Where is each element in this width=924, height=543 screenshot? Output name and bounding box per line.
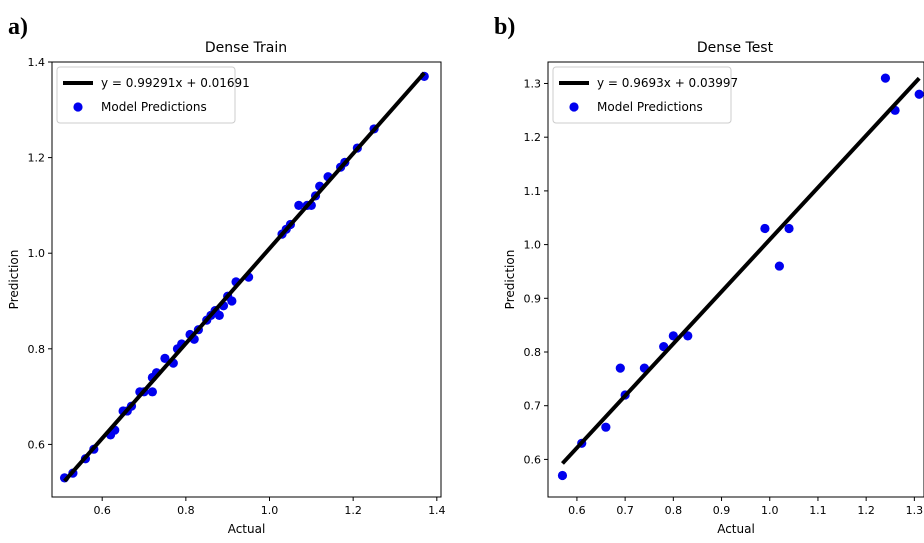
legend-entry-points: Model Predictions — [597, 100, 703, 114]
chart-panel-b: b) Dense Test 0.6 0.7 0.8 0.9 1.0 1.1 1.2 1.3 0.6 0… — [494, 14, 924, 536]
data-point — [160, 353, 170, 363]
data-point — [557, 470, 568, 481]
legend-point-swatch — [73, 102, 83, 112]
y-tick-label: 0.7 — [524, 400, 542, 413]
plot-frame — [547, 61, 924, 498]
plot-area — [59, 71, 429, 483]
legend-entry-fit: y = 0.9693x + 0.03997 — [597, 76, 738, 90]
legend-box — [56, 66, 236, 124]
y-tick-label: 0.6 — [524, 453, 542, 466]
data-point — [880, 73, 891, 83]
data-point — [214, 310, 224, 320]
plot-area — [557, 73, 924, 481]
x-axis-label: Actual — [228, 522, 266, 536]
x-tick-label: 0.9 — [713, 504, 731, 517]
data-point — [774, 261, 784, 271]
legend-entry-points: Model Predictions — [101, 100, 207, 114]
data-point — [601, 422, 611, 432]
fit-line — [560, 76, 921, 465]
x-tick-label: 1.2 — [344, 504, 362, 517]
x-tick-label: 0.6 — [568, 504, 586, 517]
data-point — [294, 200, 304, 211]
y-tick-label: 1.2 — [524, 131, 542, 144]
data-point — [683, 331, 693, 341]
chart-title: Dense Train — [205, 40, 287, 56]
chart-panel-a: a) Dense Train 0.6 0.8 1.0 1.2 1.4 0.6 0.8 1.0 1.2… — [7, 14, 446, 536]
y-tick-label: 1.4 — [28, 56, 46, 69]
y-tick-label: 1.0 — [28, 247, 46, 260]
x-tick-label: 1.0 — [261, 504, 279, 517]
x-tick-label: 0.8 — [665, 504, 683, 517]
x-tick-label: 1.2 — [857, 504, 875, 517]
legend-point-swatch — [569, 102, 579, 112]
y-tick-label: 0.9 — [524, 292, 542, 305]
y-axis-label: Prediction — [7, 250, 21, 310]
data-point — [914, 89, 924, 99]
y-tick-label: 0.6 — [28, 438, 46, 451]
fit-line — [63, 71, 426, 483]
x-tick-label: 1.1 — [809, 504, 827, 517]
x-tick-label: 0.6 — [93, 504, 111, 517]
data-point — [147, 387, 157, 397]
data-point — [784, 223, 794, 234]
legend-box — [552, 66, 732, 124]
x-axis-label: Actual — [717, 522, 755, 536]
legend-entry-fit: y = 0.99291x + 0.01691 — [101, 76, 250, 90]
y-tick-label: 0.8 — [28, 343, 46, 356]
x-tick-label: 1.0 — [761, 504, 779, 517]
x-tick-label: 1.3 — [906, 504, 924, 517]
data-point — [668, 331, 678, 341]
y-tick-label: 1.3 — [524, 77, 542, 90]
plot-frame — [51, 61, 442, 498]
x-tick-label: 0.8 — [177, 504, 195, 517]
chart-title: Dense Test — [697, 40, 774, 56]
y-tick-label: 1.1 — [524, 185, 542, 198]
panel-label: b) — [494, 14, 515, 40]
data-point — [615, 363, 625, 373]
data-point — [760, 223, 770, 234]
panel-label: a) — [8, 14, 28, 40]
y-axis-label: Prediction — [503, 250, 517, 310]
y-tick-label: 0.8 — [524, 346, 542, 359]
x-tick-label: 0.7 — [616, 504, 634, 517]
x-tick-label: 1.4 — [428, 504, 446, 517]
y-tick-label: 1.0 — [524, 239, 542, 252]
y-tick-label: 1.2 — [28, 152, 46, 165]
data-point — [227, 296, 237, 306]
